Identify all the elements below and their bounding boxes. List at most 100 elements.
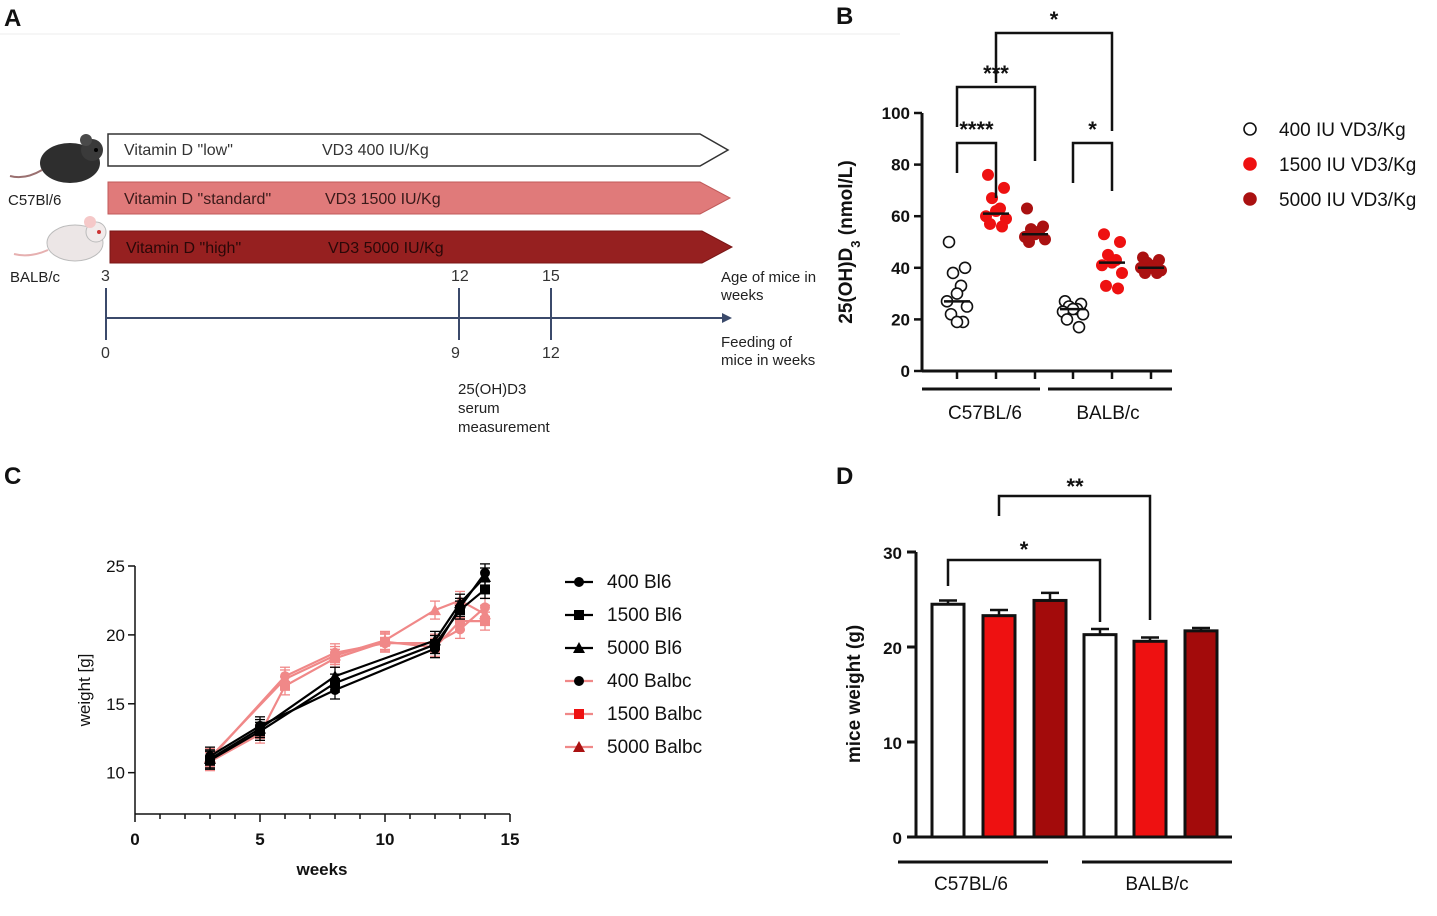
- b-significance-label: ****: [959, 117, 994, 142]
- c-legend-marker: [574, 610, 584, 620]
- c-x-tick-label: 15: [501, 830, 520, 849]
- b-data-point: [946, 266, 960, 280]
- measure-label-line3: measurement: [458, 419, 551, 436]
- panel-letter-a: A: [4, 5, 21, 32]
- b-legend-marker: [1243, 192, 1257, 206]
- b-data-point: [950, 315, 964, 329]
- c-x-axis-label: weeks: [295, 860, 347, 879]
- diet-low-dose: VD3 400 IU/Kg: [322, 142, 429, 159]
- d-y-tick-label: 0: [893, 829, 902, 848]
- c-legend-marker: [573, 741, 585, 752]
- c-y-tick-label: 20: [106, 626, 125, 645]
- c-legend-label: 400 Balbc: [607, 671, 692, 692]
- strain-label-c57: C57Bl/6: [8, 192, 61, 209]
- b-data-point: [1023, 236, 1035, 248]
- b-y-tick-label: 0: [901, 362, 910, 381]
- c-data-point: [479, 571, 491, 583]
- b-group-label-balbc: BALB/c: [1076, 403, 1139, 424]
- b-data-point: [1151, 266, 1163, 279]
- age-label-line1: Age of mice in: [721, 269, 816, 286]
- c-legend-marker: [574, 676, 584, 686]
- c-legend-label: 1500 Bl6: [607, 605, 682, 626]
- b-data-point: [1072, 320, 1086, 334]
- b-data-point: [958, 261, 972, 275]
- panel-letter-c: C: [4, 463, 21, 490]
- chart-b: 0 20 40 60 80 100 C57BL/6 BALB/c 25(OH)D3 (nmol/…: [836, 7, 1416, 424]
- panel-a: A C57Bl/6 BALB/c Vitamin D "low" VD3 400…: [0, 5, 900, 436]
- c-legend-label: 400 Bl6: [607, 572, 671, 593]
- chart-c: 10 15 20 25 0 5 10 15 weeks weight [g] 400 Bl6 1500…: [75, 557, 702, 879]
- b-significance-bracket: [955, 141, 998, 198]
- b-data-point: [1060, 313, 1074, 326]
- c-data-point: [329, 670, 341, 682]
- diet-high-name: Vitamin D "high": [126, 240, 241, 257]
- c-data-point: [429, 604, 441, 616]
- d-y-tick-label: 30: [883, 544, 902, 563]
- feed-tick-0: 0: [101, 345, 110, 362]
- b-y-axis-label: 25(OH)D3 (nmol/L): [836, 160, 863, 323]
- d-bar: [1132, 639, 1168, 839]
- d-bar: [981, 614, 1017, 839]
- b-data-point: [984, 217, 996, 230]
- diet-low-name: Vitamin D "low": [124, 142, 233, 159]
- b-data-point: [1098, 228, 1110, 241]
- b-significance-label: *: [1088, 117, 1097, 142]
- strain-label-balbc: BALB/c: [10, 269, 61, 286]
- b-significance-bracket: [955, 85, 1037, 161]
- c-data-point: [455, 616, 465, 627]
- b-data-point: [1096, 259, 1108, 272]
- b-legend-label: 5000 IU VD3/Kg: [1279, 190, 1416, 211]
- b-legend-marker: [1243, 122, 1257, 136]
- b-data-point: [950, 287, 964, 300]
- b-data-point: [1021, 202, 1033, 215]
- b-data-point: [996, 220, 1008, 233]
- white-mouse-icon: [13, 216, 107, 262]
- d-y-tick-label: 10: [883, 734, 902, 753]
- panel-c: C 10 15 20 25 0 5 10 15 weeks weight [g] 400 Bl6 15…: [4, 463, 702, 879]
- measure-label-line2: serum: [458, 400, 500, 417]
- b-significance-label: *: [1050, 7, 1059, 32]
- c-legend-marker: [573, 642, 585, 653]
- c-legend-label: 5000 Balbc: [607, 737, 702, 758]
- age-tick-3: 3: [101, 268, 110, 285]
- diet-standard-dose: VD3 1500 IU/Kg: [325, 191, 441, 208]
- c-legend-label: 5000 Bl6: [607, 638, 682, 659]
- black-mouse-icon: [9, 134, 103, 183]
- b-data-point: [1076, 307, 1090, 321]
- b-y-tick-label: 100: [882, 104, 910, 123]
- b-significance-label: ***: [983, 61, 1009, 86]
- d-bar: [1183, 629, 1219, 839]
- diet-arrow-high: Vitamin D "high" VD3 5000 IU/Kg: [109, 230, 734, 264]
- b-y-tick-label: 80: [891, 156, 910, 175]
- feed-tick-12: 12: [542, 345, 560, 362]
- panel-b: B 0 20 40 60 80 100 C57BL/6 BALB/c 25(OH)D3 (nmo…: [836, 3, 1416, 424]
- d-group-label-balbc: BALB/c: [1125, 874, 1188, 895]
- d-group-label-c57: C57BL/6: [934, 874, 1008, 895]
- b-data-point: [960, 300, 974, 313]
- c-data-point: [379, 634, 391, 646]
- b-significance-bracket: [1071, 141, 1114, 191]
- c-data-point: [429, 634, 441, 646]
- b-y-tick-label: 40: [891, 259, 910, 278]
- panel-letter-d: D: [836, 463, 853, 490]
- b-y-tick-label: 60: [891, 207, 910, 226]
- b-data-point: [990, 205, 1002, 218]
- c-y-axis-label: weight [g]: [75, 654, 94, 728]
- diet-high-dose: VD3 5000 IU/Kg: [328, 240, 444, 257]
- c-x-tick-label: 10: [376, 830, 395, 849]
- d-y-axis-label: mice weight (g): [844, 625, 865, 763]
- b-y-tick-label: 20: [891, 310, 910, 329]
- c-data-point: [254, 722, 266, 734]
- b-data-point: [942, 235, 956, 249]
- age-tick-12: 12: [451, 268, 469, 285]
- feed-label-line1: Feeding of: [721, 334, 793, 351]
- c-data-point: [454, 597, 466, 609]
- c-legend-label: 1500 Balbc: [607, 704, 702, 725]
- c-legend-marker: [574, 577, 584, 587]
- d-bar: [1082, 633, 1118, 839]
- c-x-tick-label: 5: [255, 830, 264, 849]
- b-significance-bracket: [994, 31, 1114, 131]
- c-data-point: [479, 608, 491, 620]
